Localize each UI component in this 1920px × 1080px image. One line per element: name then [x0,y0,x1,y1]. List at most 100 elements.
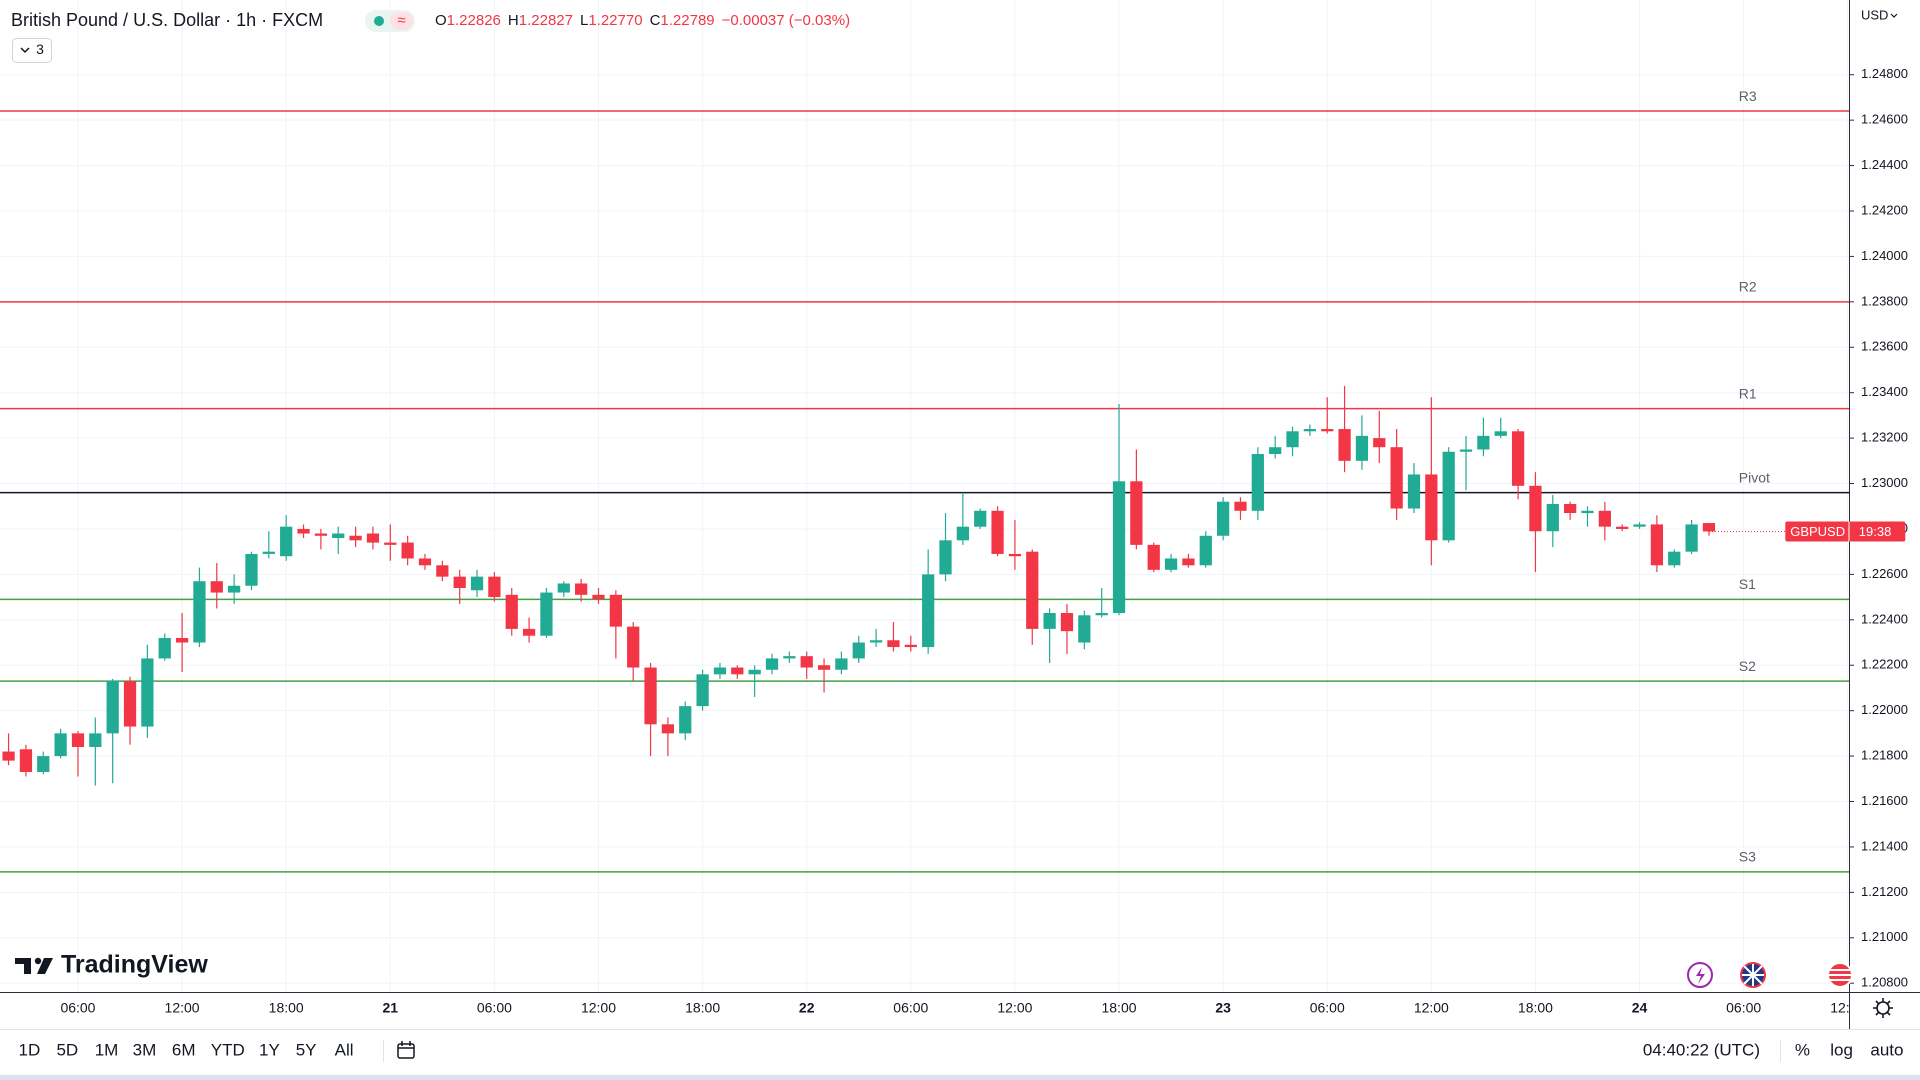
indicator-button[interactable] [12,38,52,63]
candle-body [1112,481,1126,613]
candle-body [1199,535,1212,566]
range-button[interactable]: 1M [95,1040,119,1059]
level-label: S1 [1739,576,1756,592]
candle-body [418,558,432,566]
candle-body [1060,612,1074,632]
x-tick-label: 06:00 [477,1000,512,1016]
x-tick-label: 06:00 [1310,1000,1345,1016]
indicator-toggle[interactable]: 3 [12,38,52,63]
candle-body [644,667,657,725]
range-button[interactable]: 3M [133,1040,157,1059]
candle-body [748,669,761,675]
y-tick-label: 1.23600 [1861,339,1908,354]
price-axis-bg [1849,0,1920,992]
candle-body [349,535,362,541]
candle-body [1321,429,1334,432]
candle-body [661,724,675,734]
y-tick-label: 1.24400 [1861,157,1908,172]
y-tick-label: 1.21600 [1861,793,1908,808]
candle-body [939,540,952,575]
currency-bg [1851,0,1920,32]
candle-body [106,681,119,734]
range-button[interactable]: 5D [56,1040,78,1059]
x-tick-label: 24 [1632,1000,1648,1016]
currency-chevron [1890,13,1898,18]
candle-body [991,510,1004,554]
candle-body [1095,612,1108,616]
bolt [1696,967,1705,984]
calendar-frame[interactable] [397,1043,415,1059]
range-button[interactable]: YTD [211,1040,245,1059]
event-icons [1687,962,1853,988]
range-button[interactable]: All [335,1040,354,1059]
candle-body [210,581,223,593]
y-tick-label: 1.24800 [1861,66,1908,81]
candle-body [1459,449,1473,452]
flag-cross [1742,964,1764,986]
x-tick-label: 12:00 [165,1000,200,1016]
y-tick-label: 1.24200 [1861,202,1908,217]
range-button[interactable]: 1D [19,1040,41,1059]
candle-body [89,733,102,748]
candle-body [835,658,848,670]
x-tick-label: 12:00 [1414,1000,1449,1016]
gear-teeth [1873,998,1893,1018]
ohlc-key: C [650,12,661,29]
scale-option[interactable]: % [1795,1040,1810,1059]
range-button[interactable]: 1Y [259,1040,280,1059]
y-tick-label: 1.24000 [1861,248,1908,263]
candle-body [696,674,709,707]
candle-body [332,533,345,539]
candle-body [852,642,865,659]
symbol-title: British Pound / U.S. Dollar · 1h · FXCM [11,10,323,30]
candle-body [679,706,692,734]
clock: 04:40:22 (UTC) [1643,1040,1760,1059]
bottom-toolbar: 1D 5D 1M 3M 6M YTD 1Y 5Y All% log auto [19,1040,1904,1059]
candle-body [800,656,813,668]
scale-option[interactable]: auto [1870,1040,1903,1059]
candle-body [245,553,258,586]
candle-body [713,667,727,675]
currency-label[interactable]: USD [1861,7,1888,22]
candle-body [436,565,449,577]
candle-body [869,640,883,643]
range-button[interactable]: 5Y [296,1040,317,1059]
candle-body [1303,429,1317,432]
x-tick-label: 06:00 [893,1000,928,1016]
ohlc-key: H [508,12,519,29]
scale-option[interactable]: log [1830,1040,1853,1059]
price-label: GBPUSD 19:38 [1708,521,1906,542]
x-tick-label: 12:00 [1830,1000,1865,1016]
range-button[interactable]: 6M [172,1040,196,1059]
x-tick-label: 21 [382,1000,398,1016]
candle-body [228,585,241,593]
price-label-symbol: GBPUSD [1790,524,1845,539]
candle-body [297,528,310,534]
calendar-icon[interactable] [397,1041,415,1059]
candle-body [366,533,380,543]
x-tick-label: 06:00 [1726,1000,1761,1016]
candle-body [974,510,987,527]
price-label-box [1785,521,1906,542]
candle-body [627,626,640,668]
ohlc-change: −0.00037 (−0.03%) [722,12,850,29]
ohlc-key: O [435,12,447,29]
y-tick-label: 1.21400 [1861,838,1908,853]
candle-body [1390,447,1403,509]
candle-body [765,658,779,670]
y-tick-label: 1.22200 [1861,657,1908,672]
logo-text: TradingView [61,951,208,979]
y-tick-label: 1.21800 [1861,748,1908,763]
level-label: S2 [1739,658,1756,674]
ohlc-value: 1.22789 [660,12,714,29]
candle-body [731,667,744,675]
settings-icon[interactable] [1873,998,1893,1018]
bottom-strip [0,1075,1920,1080]
candle-body [1217,501,1230,536]
y-tick-label: 1.21200 [1861,884,1908,899]
y-tick-label: 1.22400 [1861,611,1908,626]
candle-body [609,594,622,627]
candle-body [1373,438,1386,448]
